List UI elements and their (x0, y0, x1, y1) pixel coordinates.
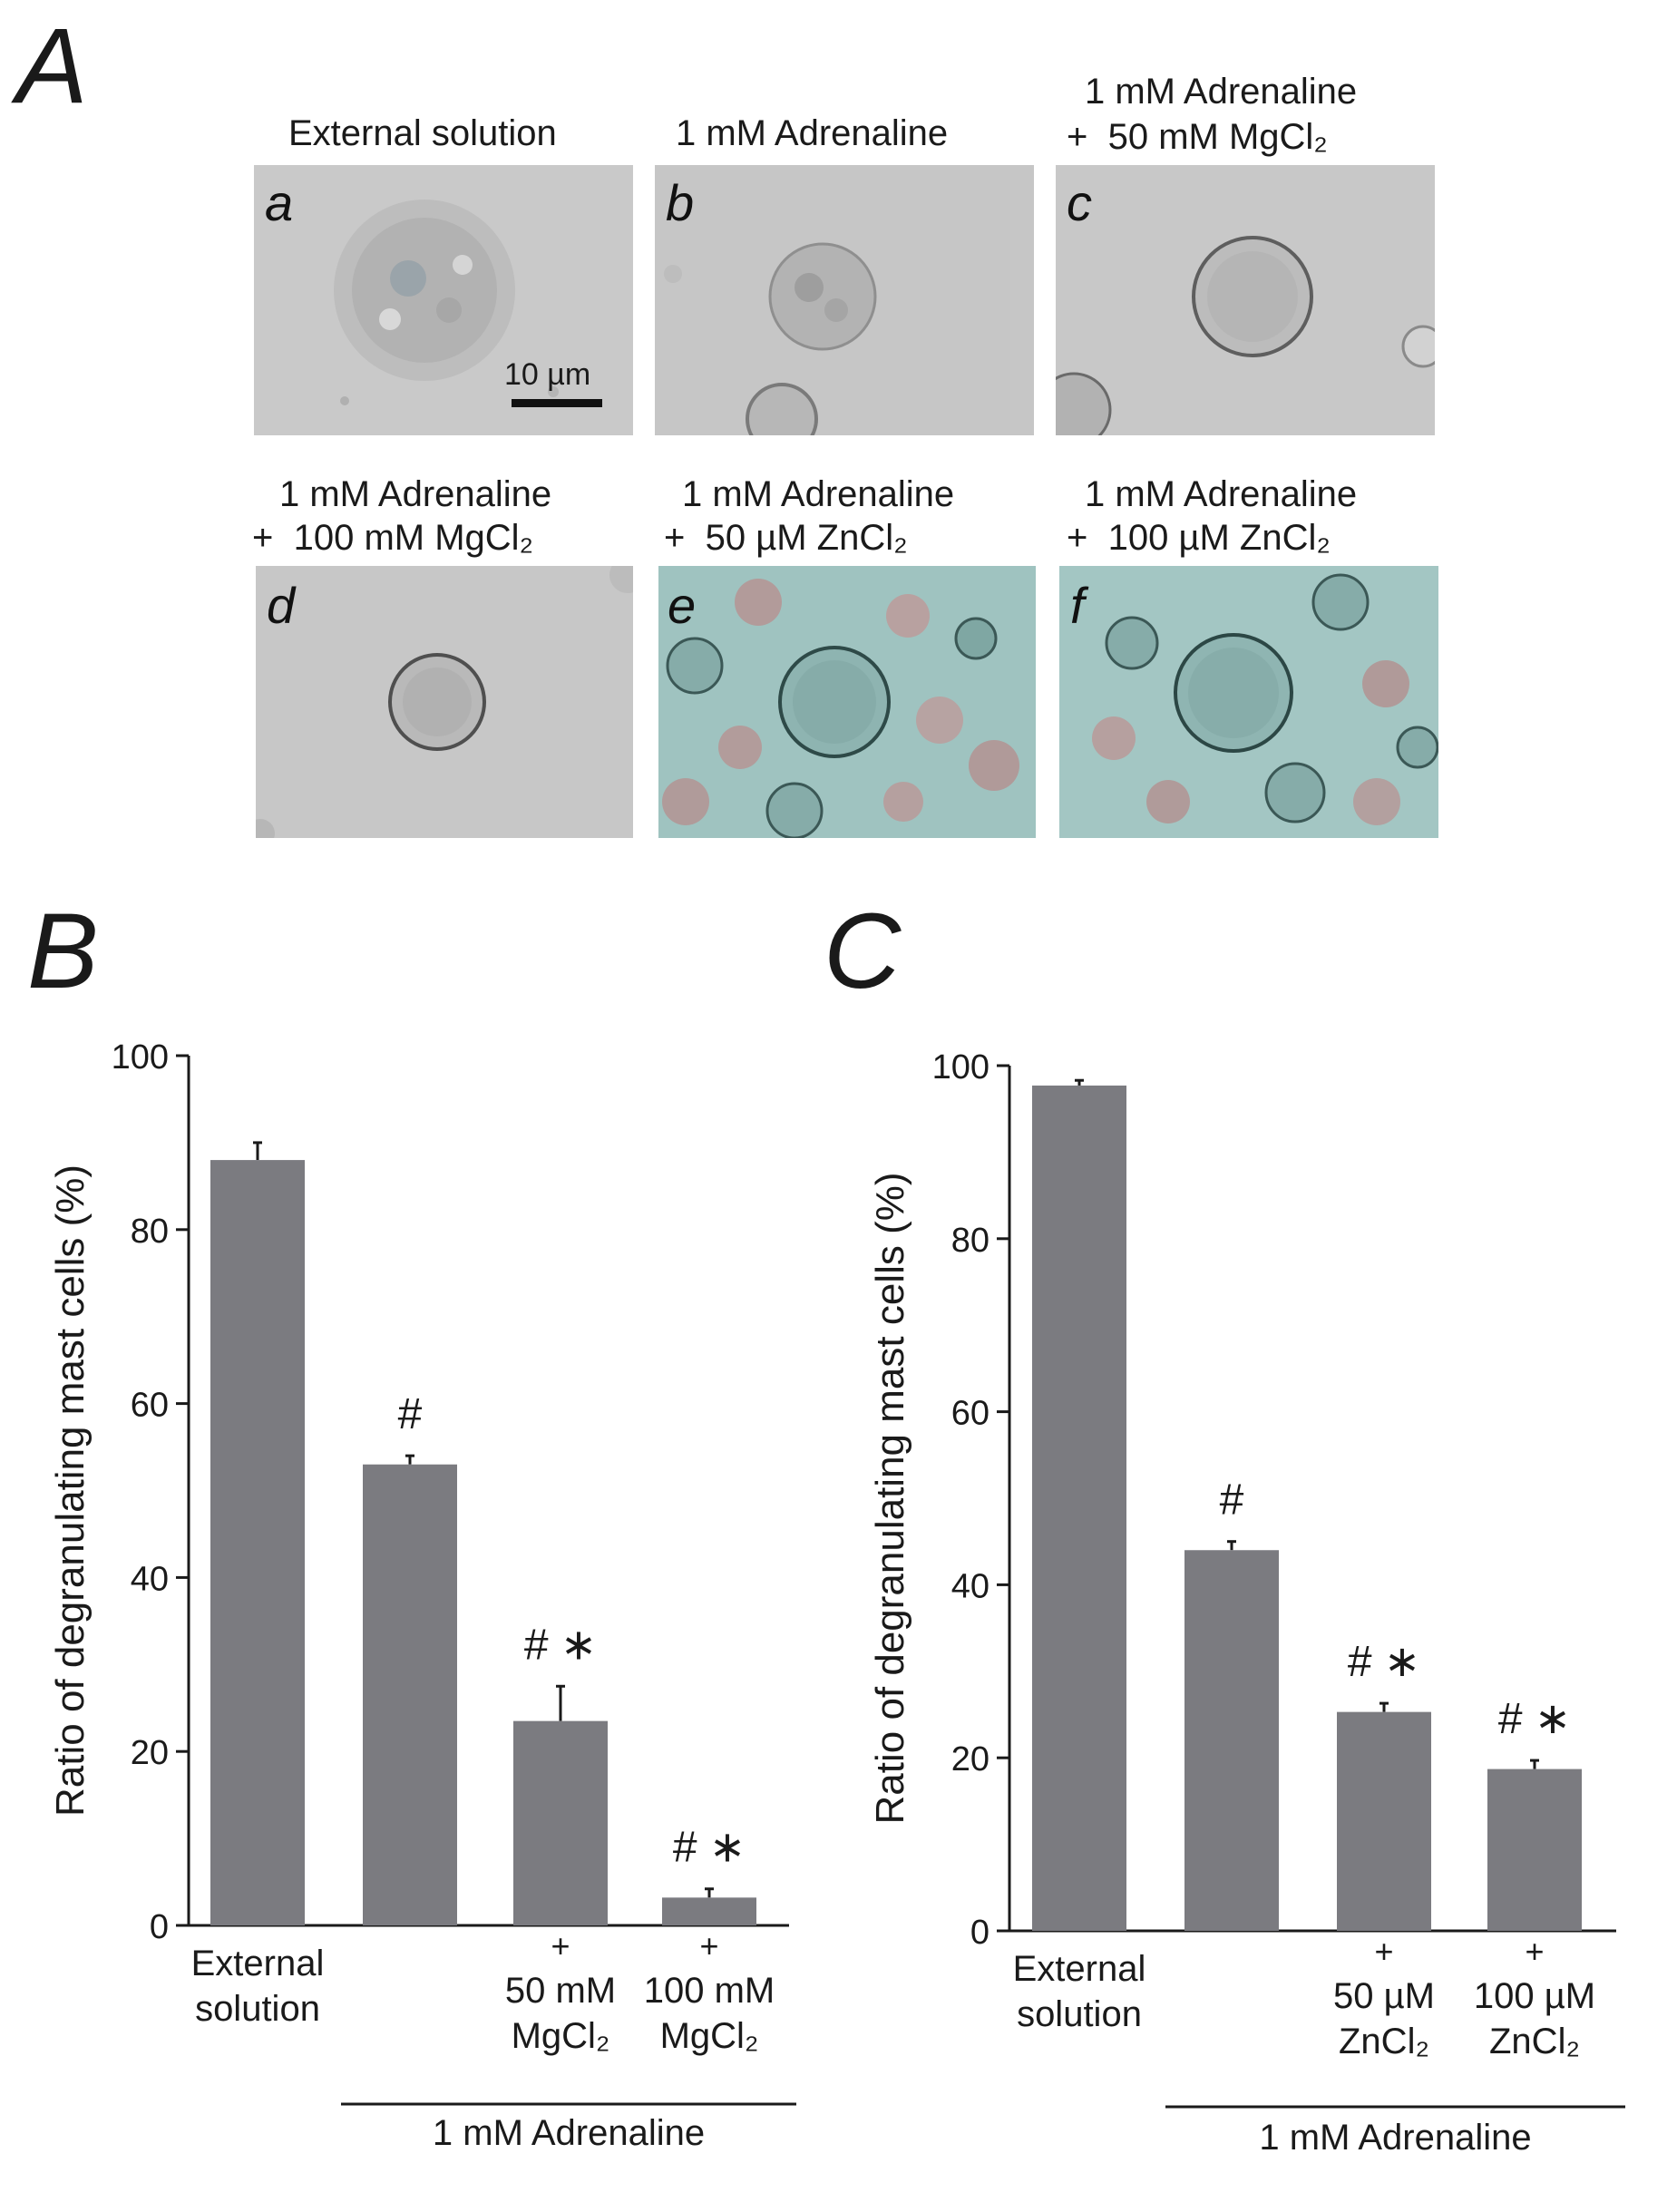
panel-letter-b: B (27, 892, 99, 1011)
micrograph-e-letter: e (668, 577, 697, 634)
chart-c-category-label: + (1525, 1933, 1544, 1970)
chart-b-category-label: + (551, 1927, 570, 1964)
chart-b-y-tick-label: 40 (131, 1560, 169, 1598)
caption-b-line1: 1 mM Adrenaline (676, 113, 949, 153)
chart-b-significance-label: # ∗ (673, 1824, 746, 1872)
chart-b-category-label: + (699, 1927, 718, 1964)
chart-c-bar (1487, 1769, 1582, 1931)
chart-b-y-axis-label: Ratio of degranulating mast cells (%) (48, 1164, 93, 1817)
chart-c-y-tick-label: 20 (951, 1740, 989, 1778)
chart-b-category-label: 50 mM (505, 1971, 616, 2011)
chart-b-significance-label: # ∗ (524, 1621, 597, 1669)
chart-b-y-tick-label: 20 (131, 1734, 169, 1772)
chart-c-significance-label: # ∗ (1498, 1695, 1571, 1743)
caption-f-line2: + 100 µM ZnCl₂ (1067, 518, 1331, 558)
caption-c-line1: 1 mM Adrenaline (1085, 72, 1358, 112)
chart-b-category-label: MgCl₂ (512, 2016, 610, 2056)
panel-letter-a: A (16, 6, 88, 126)
scalebar-label: 10 µm (504, 357, 591, 392)
chart-c-category-label: 50 µM (1333, 1976, 1435, 2016)
chart-b-bar (363, 1464, 457, 1925)
chart-c-y-tick-label: 80 (951, 1222, 989, 1260)
micrograph-b-image (655, 165, 1034, 435)
micrograph-a-letter: a (265, 174, 294, 231)
micrograph-b-letter: b (666, 174, 695, 231)
micrograph-e (658, 566, 1036, 838)
caption-e-line2: + 50 µM ZnCl₂ (664, 518, 908, 558)
chart-b-category-label: 100 mM (644, 1971, 775, 2011)
micrograph-e-image (658, 566, 1036, 838)
chart-c-significance-label: # (1220, 1476, 1244, 1525)
chart-b-bar (513, 1720, 608, 1925)
caption-d-line1: 1 mM Adrenaline (279, 474, 552, 514)
micrograph-f (1059, 566, 1438, 838)
caption-f-line1: 1 mM Adrenaline (1085, 474, 1358, 514)
chart-c-y-tick-label: 40 (951, 1567, 989, 1605)
chart-c-bar (1337, 1711, 1431, 1931)
caption-d-line2: + 100 mM MgCl₂ (252, 518, 534, 558)
chart-c-y-axis-label: Ratio of degranulating mast cells (%) (868, 1173, 912, 1825)
chart-c-y-tick-label: 100 (932, 1048, 989, 1087)
chart-c-category-label: ZnCl₂ (1489, 2022, 1580, 2061)
caption-e-line1: 1 mM Adrenaline (682, 474, 955, 514)
micrograph-c-image (1056, 165, 1435, 435)
scalebar (512, 399, 602, 407)
chart-c-category-label: 100 µM (1474, 1976, 1595, 2016)
micrograph-d-letter: d (267, 577, 296, 634)
chart-c-group-label: 1 mM Adrenaline (1259, 2118, 1531, 2158)
chart-b-significance-label: # (398, 1390, 423, 1438)
chart-b-category-label: solution (195, 1989, 320, 2029)
caption-c-line2: + 50 mM MgCl₂ (1067, 117, 1328, 157)
chart-c-category-label: External (1013, 1949, 1146, 1989)
chart-c-category-label: + (1374, 1933, 1393, 1970)
micrograph-c (1056, 165, 1435, 435)
chart-c-significance-label: # ∗ (1348, 1638, 1420, 1686)
chart-c-y-tick-label: 0 (970, 1914, 989, 1952)
panel-letter-c: C (824, 892, 902, 1011)
chart-b-bar (662, 1897, 756, 1925)
chart-b-y-tick-label: 100 (112, 1038, 169, 1077)
micrograph-f-image (1059, 566, 1438, 838)
chart-c-bar (1184, 1550, 1279, 1931)
chart-b-y-tick-label: 80 (131, 1213, 169, 1251)
chart-b-category-label: MgCl₂ (660, 2016, 759, 2056)
chart-c-bar (1032, 1085, 1126, 1931)
micrograph-d-image (256, 566, 633, 838)
chart-c-y-tick-label: 60 (951, 1395, 989, 1433)
chart-b-bar (210, 1160, 305, 1925)
micrograph-f-letter: f (1070, 577, 1085, 634)
micrograph-d (256, 566, 633, 838)
chart-c-category-label: ZnCl₂ (1339, 2022, 1429, 2061)
chart-b-group-label: 1 mM Adrenaline (433, 2113, 705, 2153)
chart-b-y-tick-label: 60 (131, 1387, 169, 1425)
micrograph-a (254, 165, 633, 435)
micrograph-a-image (254, 165, 633, 435)
chart-c-category-label: solution (1017, 1994, 1142, 2034)
micrograph-b (655, 165, 1034, 435)
chart-b-category-label: External (191, 1944, 325, 1983)
micrograph-c-letter: c (1067, 174, 1092, 231)
caption-a-line1: External solution (288, 113, 557, 153)
chart-b-y-tick-label: 0 (150, 1908, 169, 1946)
